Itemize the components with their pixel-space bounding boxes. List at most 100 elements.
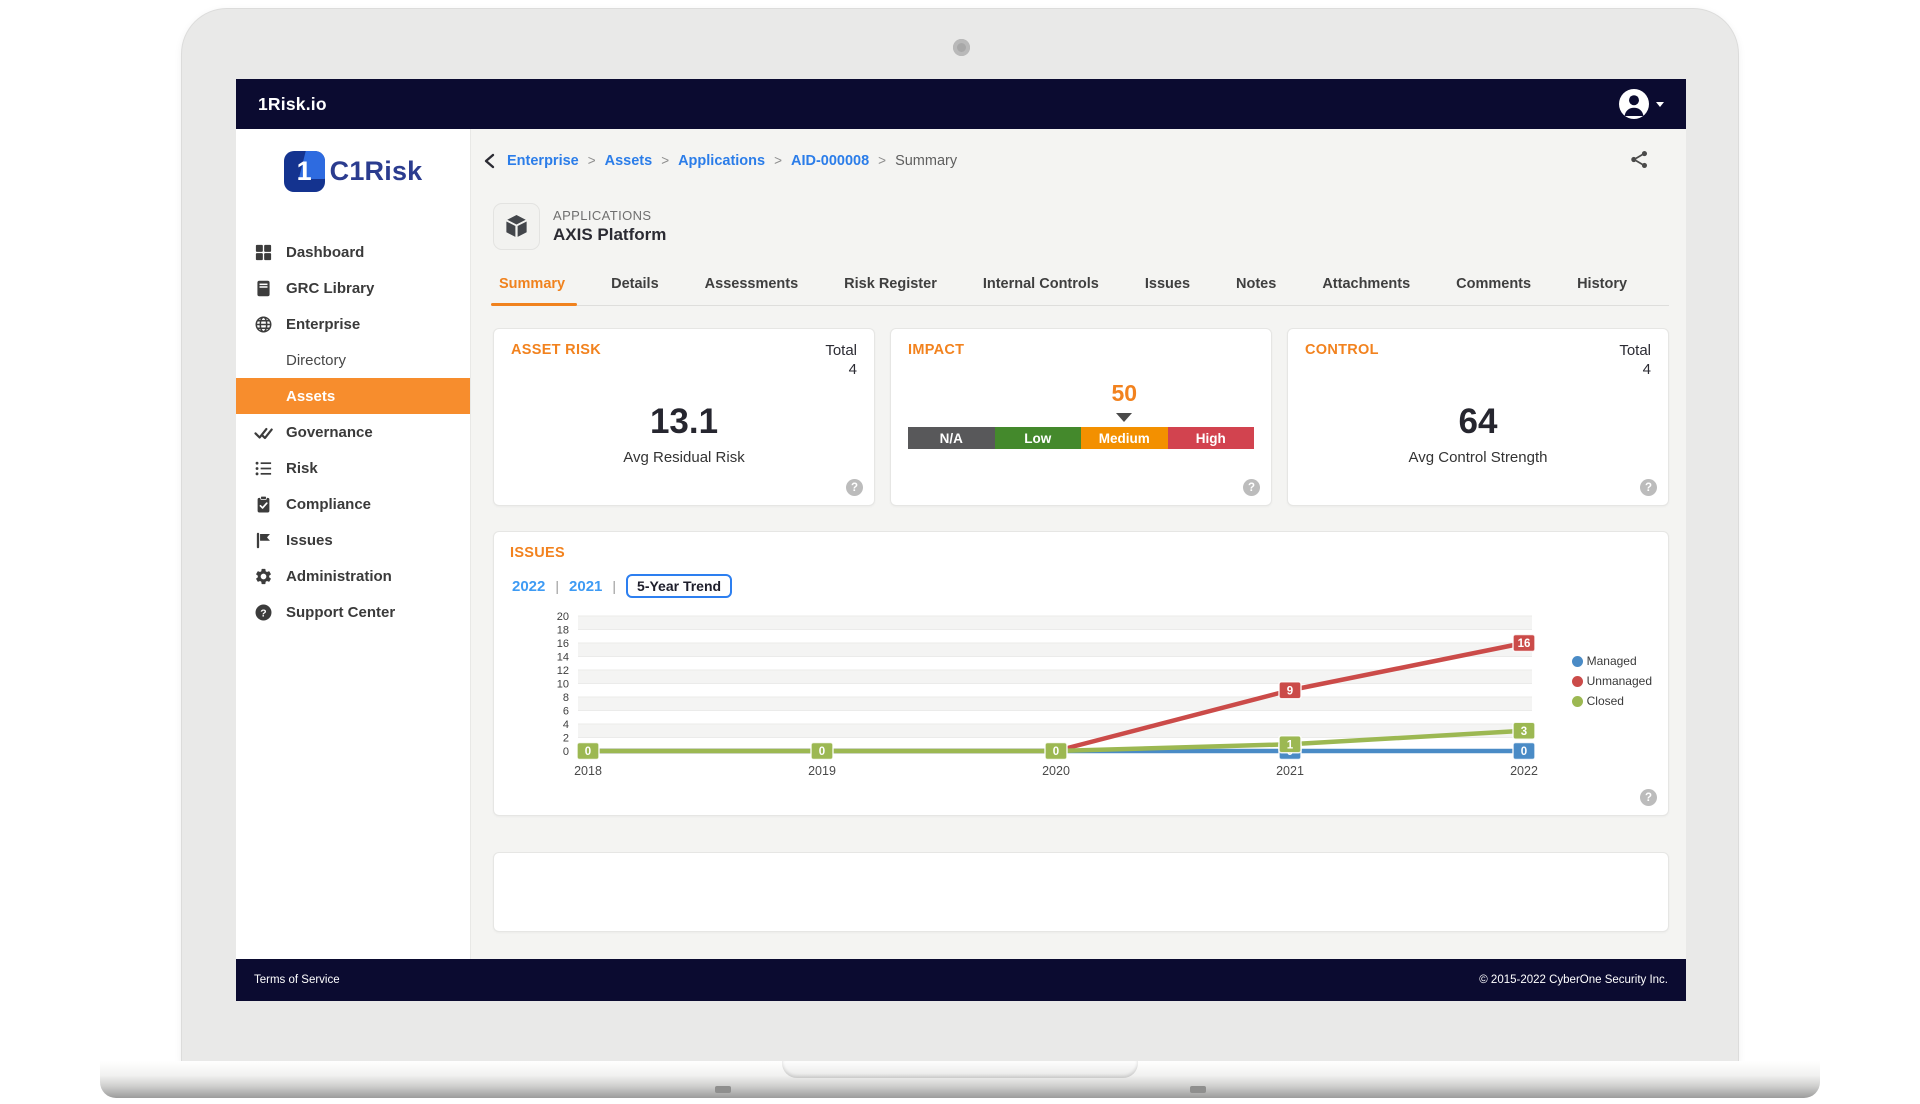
sidebar-item-label: Issues <box>286 531 333 549</box>
metric-label: Avg Control Strength <box>1408 448 1548 466</box>
avatar-icon[interactable] <box>1619 89 1649 119</box>
svg-text:0: 0 <box>819 746 825 758</box>
legend-item-unmanaged: Unmanaged <box>1571 674 1652 688</box>
sidebar-item-risk[interactable]: Risk <box>236 450 470 486</box>
kpi-cards-row: ASSET RISK Total 4 13.1 Avg Residual Ris… <box>493 328 1669 506</box>
impact-value: 50 <box>1111 380 1138 406</box>
app-logo[interactable]: 1 C1Risk <box>236 151 470 192</box>
gauge-pointer-icon <box>1116 413 1133 422</box>
breadcrumb-separator: > <box>587 153 596 168</box>
copyright: © 2015-2022 CyberOne Security Inc. <box>1479 974 1668 986</box>
cube-icon <box>493 203 540 250</box>
empty-panel <box>493 852 1669 932</box>
card-title: ASSET RISK <box>511 342 602 358</box>
issues-filters: 2022 | 2021 | 5-Year Trend <box>512 574 1652 598</box>
tab-comments[interactable]: Comments <box>1456 276 1532 292</box>
help-icon[interactable]: ? <box>1243 479 1260 496</box>
breadcrumb-link-aid-000008[interactable]: AID-000008 <box>790 153 870 169</box>
help-icon[interactable]: ? <box>1640 789 1657 806</box>
svg-text:3: 3 <box>1521 726 1527 738</box>
sidebar-nav: Dashboard GRC Library Enterprise Directory A… <box>236 234 470 630</box>
legend-dot-icon <box>1571 695 1583 707</box>
help-icon[interactable]: ? <box>846 479 863 496</box>
sidebar-item-assets[interactable]: Assets <box>236 378 470 414</box>
tab-summary[interactable]: Summary <box>490 272 578 306</box>
tab-internal-controls[interactable]: Internal Controls <box>982 276 1099 292</box>
entity-category: APPLICATIONS <box>553 208 652 223</box>
sidebar-item-directory[interactable]: Directory <box>236 342 470 378</box>
laptop-foot <box>715 1086 731 1093</box>
svg-text:0: 0 <box>1053 746 1059 758</box>
svg-text:0: 0 <box>585 746 591 758</box>
sidebar-item-administration[interactable]: Administration <box>236 558 470 594</box>
grid-icon <box>254 243 273 262</box>
metric-label: Avg Residual Risk <box>623 448 745 466</box>
tab-history[interactable]: History <box>1577 276 1628 292</box>
sidebar-item-support-center[interactable]: ? Support Center <box>236 594 470 630</box>
tab-details[interactable]: Details <box>611 276 659 292</box>
book-icon <box>254 279 273 298</box>
page-header: APPLICATIONS AXIS Platform <box>493 203 1669 250</box>
svg-text:16: 16 <box>557 638 569 650</box>
sidebar-item-governance[interactable]: Governance <box>236 414 470 450</box>
sidebar-item-enterprise[interactable]: Enterprise <box>236 306 470 342</box>
breadcrumb-link-assets[interactable]: Assets <box>604 153 653 169</box>
breadcrumb-link-enterprise[interactable]: Enterprise <box>507 153 579 169</box>
svg-text:9: 9 <box>1287 685 1293 697</box>
sidebar-item-issues[interactable]: Issues <box>236 522 470 558</box>
sidebar-item-label: Risk <box>286 459 318 477</box>
breadcrumb-separator: > <box>878 153 887 168</box>
tab-issues[interactable]: Issues <box>1144 276 1191 292</box>
sidebar-item-label: Support Center <box>286 603 396 621</box>
breadcrumb-link-applications[interactable]: Applications <box>678 153 766 169</box>
sidebar-item-label: Directory <box>286 351 347 369</box>
svg-text:8: 8 <box>563 692 569 704</box>
five-year-trend-button[interactable]: 5-Year Trend <box>626 574 733 598</box>
sidebar-item-compliance[interactable]: Compliance <box>236 486 470 522</box>
sidebar-item-label: Assets <box>286 387 336 405</box>
filter-separator: | <box>555 578 560 594</box>
sidebar-item-dashboard[interactable]: Dashboard <box>236 234 470 270</box>
help-icon[interactable]: ? <box>1640 479 1657 496</box>
tab-attachments[interactable]: Attachments <box>1322 276 1411 292</box>
issues-filter-2021[interactable]: 2021 <box>569 577 603 595</box>
total-value: 4 <box>1642 360 1651 378</box>
sidebar-item-label: Dashboard <box>286 243 365 261</box>
chart-legend: Managed Unmanaged Closed <box>1571 654 1652 714</box>
impact-card: IMPACT 50 N/A Low Medium High ? <box>890 328 1272 506</box>
back-button[interactable] <box>483 153 497 169</box>
tab-notes[interactable]: Notes <box>1236 276 1277 292</box>
breadcrumb-current: Summary <box>895 153 958 169</box>
svg-text:12: 12 <box>557 665 569 677</box>
gear-icon <box>254 567 273 586</box>
impact-segment-high: High <box>1167 427 1254 449</box>
sidebar-item-label: Compliance <box>286 495 372 513</box>
logo-text: C1Risk <box>329 156 423 186</box>
breadcrumb: Enterprise > Assets > Applications > AID-00000… <box>483 145 1669 177</box>
svg-text:20: 20 <box>557 612 569 623</box>
laptop-notch <box>782 1061 1138 1078</box>
legend-item-closed: Closed <box>1571 694 1652 708</box>
svg-text:2019: 2019 <box>808 764 836 778</box>
chevron-down-icon <box>1656 101 1664 107</box>
breadcrumb-separator: > <box>661 153 670 168</box>
sidebar-item-grc-library[interactable]: GRC Library <box>236 270 470 306</box>
svg-text:10: 10 <box>557 679 569 691</box>
flag-icon <box>254 531 273 550</box>
laptop-foot <box>1190 1086 1206 1093</box>
svg-text:6: 6 <box>563 706 569 718</box>
impact-segment-low: Low <box>994 427 1081 449</box>
laptop-lid: 1Risk.io 1 C1Risk Dashboard GRC Library En… <box>181 8 1739 1064</box>
tab-bar: Summary Details Assessments Risk Register In… <box>490 272 1669 306</box>
svg-text:2021: 2021 <box>1276 764 1304 778</box>
tab-assessments[interactable]: Assessments <box>704 276 799 292</box>
share-icon[interactable] <box>1630 150 1649 172</box>
tab-risk-register[interactable]: Risk Register <box>844 276 937 292</box>
svg-text:18: 18 <box>557 625 569 637</box>
breadcrumb-separator: > <box>774 153 782 168</box>
sidebar: 1 C1Risk Dashboard GRC Library Enterprise D… <box>236 129 471 959</box>
issues-filter-2022[interactable]: 2022 <box>512 577 546 595</box>
terms-of-service-link[interactable]: Terms of Service <box>254 974 340 986</box>
user-menu[interactable] <box>1619 89 1664 119</box>
